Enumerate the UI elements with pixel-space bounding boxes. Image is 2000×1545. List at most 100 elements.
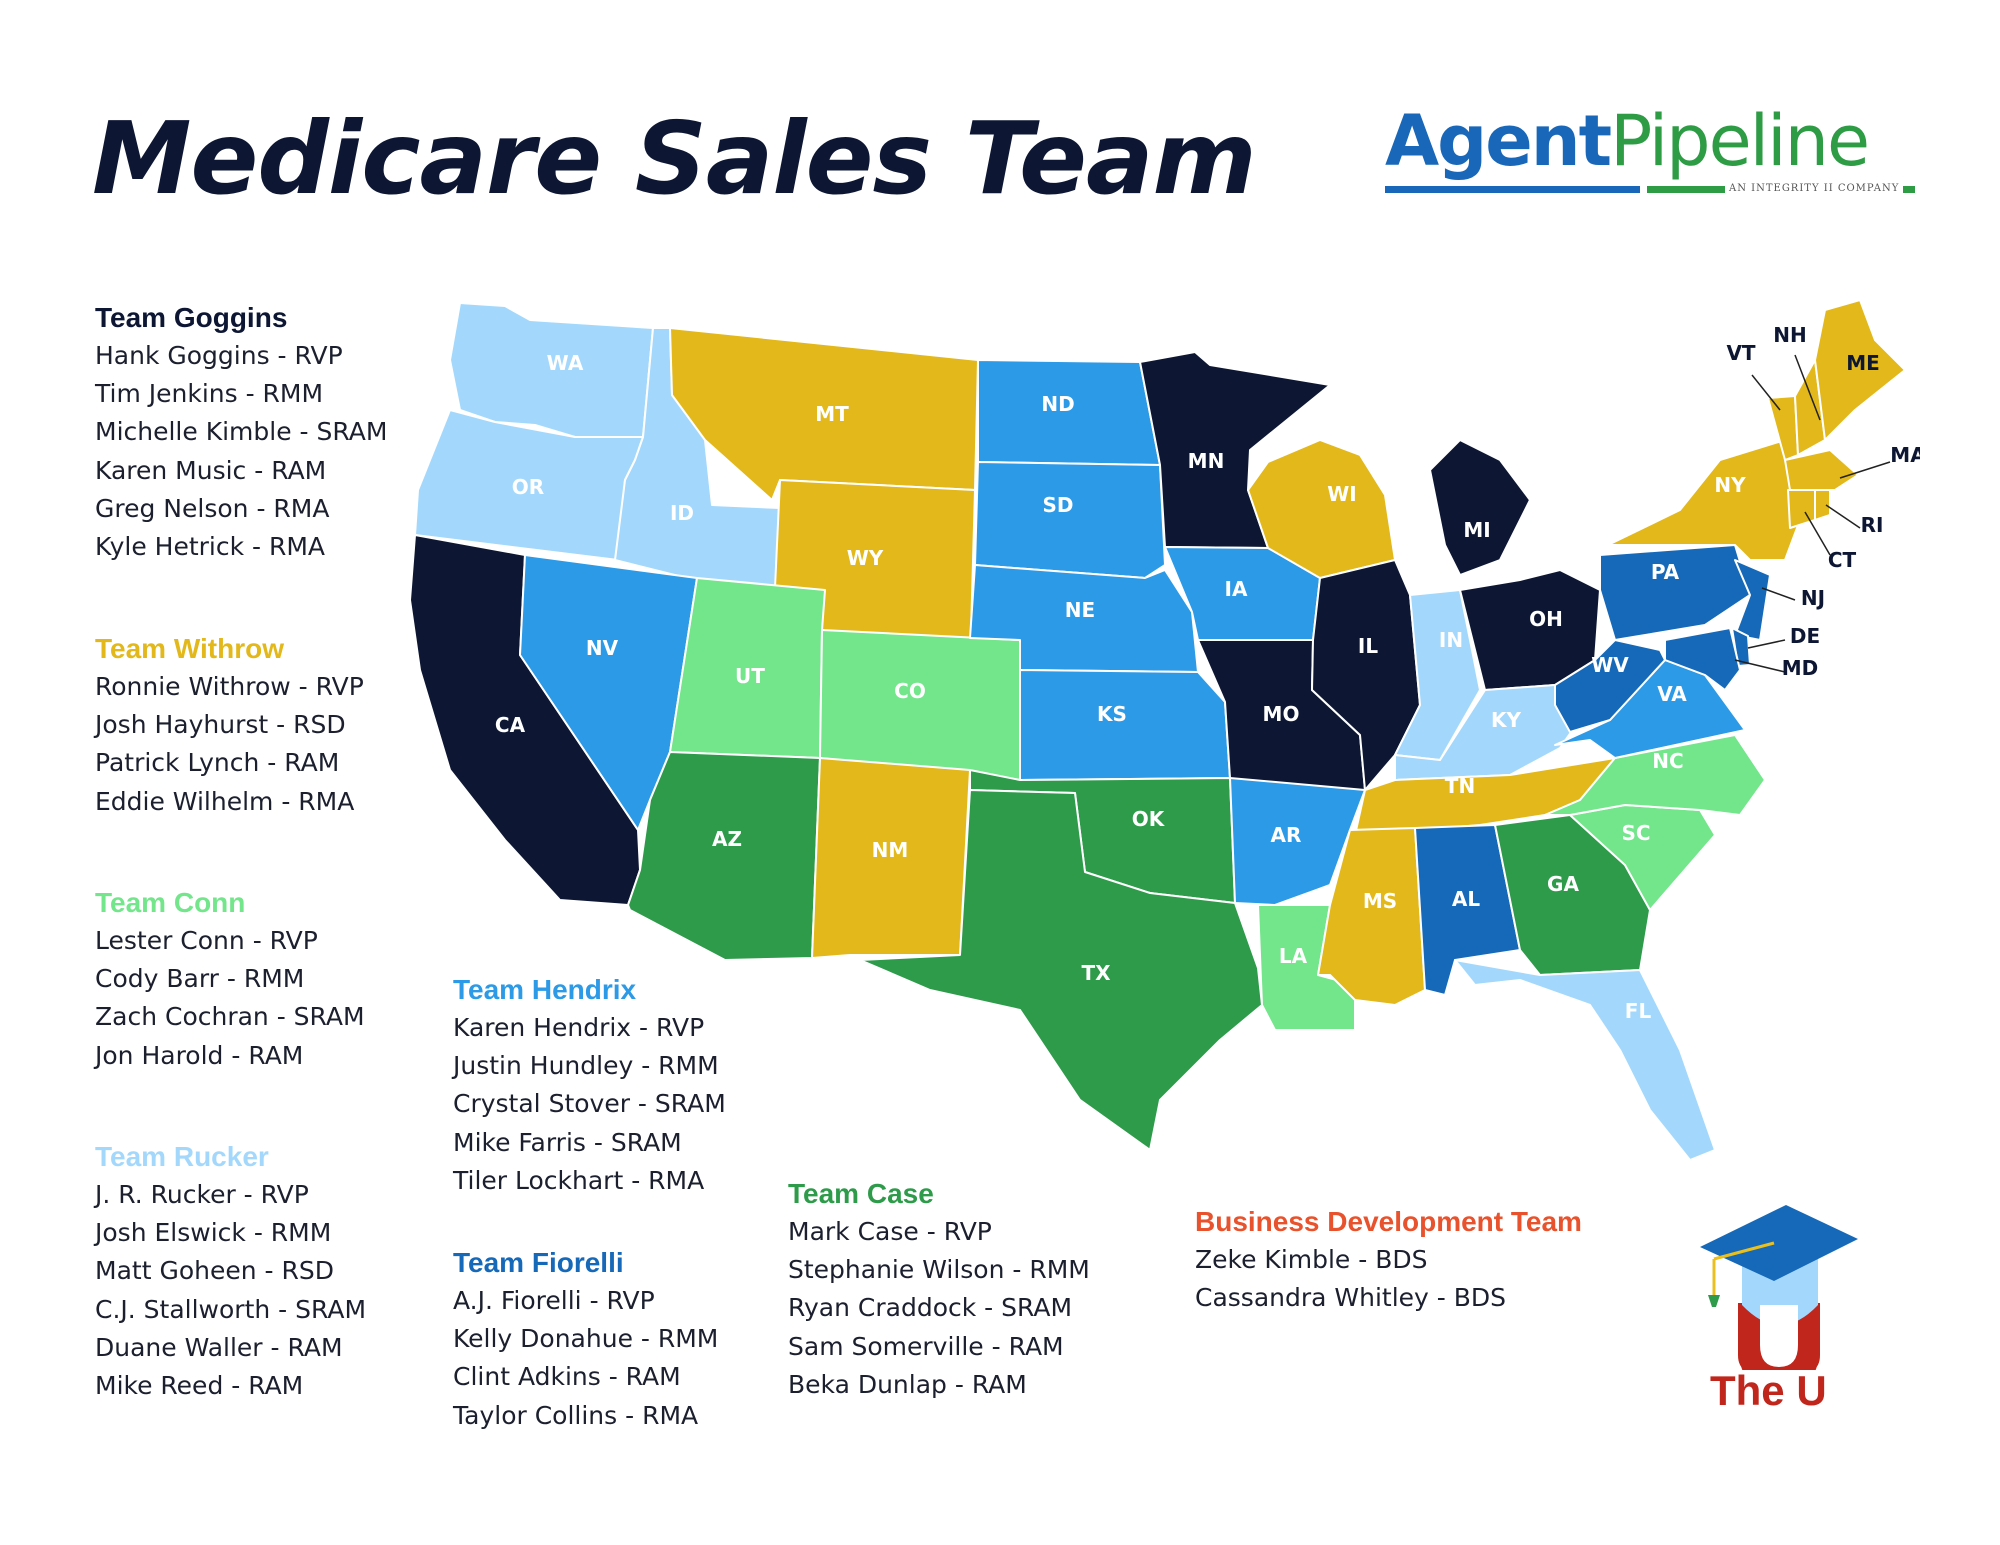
state-label-ia: IA <box>1225 577 1248 601</box>
state-label-vt: VT <box>1726 341 1755 365</box>
team-name: Team Goggins <box>95 302 288 333</box>
member: Beka Dunlap - RAM <box>788 1369 1027 1399</box>
member: Greg Nelson - RMA <box>95 493 330 523</box>
member: Eddie Wilhelm - RMA <box>95 786 355 816</box>
team-name: Team Hendrix <box>453 974 637 1005</box>
logo-word-pipeline: Pipeline <box>1610 100 1870 182</box>
state-label-mn: MN <box>1188 449 1225 473</box>
team-name: Business Development Team <box>1195 1206 1582 1237</box>
leader-line-ct <box>1804 511 1831 556</box>
state-sd <box>974 461 1166 579</box>
state-label-ca: CA <box>495 713 526 737</box>
member: Cassandra Whitley - BDS <box>1195 1283 1507 1313</box>
state-label-ky: KY <box>1491 708 1521 732</box>
member: Hank Goggins - RVP <box>95 341 343 370</box>
state-label-ct: CT <box>1828 548 1857 572</box>
member: Josh Hayhurst - RSD <box>95 710 346 740</box>
member: Cody Barr - RMM <box>95 964 305 994</box>
team-name: Team Case <box>788 1178 934 1209</box>
state-label-wi: WI <box>1327 482 1357 506</box>
state-label-in: IN <box>1439 628 1463 652</box>
member-list: Ronnie Withrow - RVP Josh Hayhurst - RSD… <box>95 668 364 821</box>
member: Sam Somerville - RAM <box>788 1331 1064 1361</box>
member: Kelly Donahue - RMM <box>453 1324 719 1354</box>
member: Duane Waller - RAM <box>95 1332 343 1362</box>
member: Stephanie Wilson - RMM <box>788 1255 1090 1285</box>
state-label-co: CO <box>894 679 926 703</box>
team-name: Team Conn <box>95 887 246 918</box>
state-label-pa: PA <box>1651 560 1680 584</box>
state-label-de: DE <box>1790 624 1820 648</box>
team-name: Team Rucker <box>95 1141 269 1172</box>
team-name: Team Withrow <box>95 633 285 664</box>
member: Tiler Lockhart - RMA <box>453 1165 705 1195</box>
member: A.J. Fiorelli - RVP <box>453 1286 655 1315</box>
state-label-ar: AR <box>1271 823 1302 847</box>
the-u-badge: The U <box>1700 1195 1860 1415</box>
state-ri <box>1814 489 1831 521</box>
member-list: Hank Goggins - RVP Tim Jenkins - RMM Mic… <box>95 337 387 566</box>
state-label-nm: NM <box>872 838 909 862</box>
state-label-nj: NJ <box>1801 586 1825 610</box>
state-ma <box>1784 449 1859 491</box>
state-label-ny: NY <box>1714 473 1746 497</box>
team-withrow: Team Withrow Ronnie Withrow - RVP Josh H… <box>95 630 364 821</box>
member: Ronnie Withrow - RVP <box>95 672 364 701</box>
member: Matt Goheen - RSD <box>95 1256 334 1286</box>
member: Tim Jenkins - RMM <box>95 379 324 409</box>
member: Karen Hendrix - RVP <box>453 1013 705 1042</box>
state-label-mi: MI <box>1463 518 1490 542</box>
member-list: Karen Hendrix - RVP Justin Hundley - RMM… <box>453 1009 726 1200</box>
team-hendrix: Team Hendrix Karen Hendrix - RVP Justin … <box>453 971 726 1200</box>
state-label-la: LA <box>1279 944 1308 968</box>
state-md <box>1664 627 1741 691</box>
team-business-development: Business Development Team Zeke Kimble - … <box>1195 1203 1582 1317</box>
team-conn: Team Conn Lester Conn - RVP Cody Barr - … <box>95 884 365 1075</box>
team-rucker: Team Rucker J. R. Rucker - RVP Josh Elsw… <box>95 1138 366 1405</box>
logo-underline-blue <box>1385 186 1640 193</box>
state-label-ma: MA <box>1890 443 1920 467</box>
state-label-al: AL <box>1452 887 1480 911</box>
state-label-fl: FL <box>1625 999 1652 1023</box>
member-list: Zeke Kimble - BDS Cassandra Whitley - BD… <box>1195 1241 1582 1317</box>
state-label-ne: NE <box>1065 598 1095 622</box>
state-label-va: VA <box>1657 682 1687 706</box>
state-co <box>819 629 1021 781</box>
state-me <box>1814 299 1906 441</box>
logo-tagline: AN INTEGRITY ⅠⅠ COMPANY <box>1725 183 1904 194</box>
member-list: Lester Conn - RVP Cody Barr - RMM Zach C… <box>95 922 365 1075</box>
logo-word-agent: Agent <box>1385 100 1612 182</box>
member-list: J. R. Rucker - RVP Josh Elswick - RMM Ma… <box>95 1176 366 1405</box>
member: Clint Adkins - RAM <box>453 1362 681 1392</box>
member: Zeke Kimble - BDS <box>1195 1245 1428 1274</box>
member: C.J. Stallworth - SRAM <box>95 1294 367 1324</box>
leader-line-vt <box>1751 374 1781 411</box>
state-label-wv: WV <box>1591 653 1629 677</box>
state-nm <box>811 757 971 959</box>
leader-line-ri <box>1825 504 1861 529</box>
state-label-mt: MT <box>815 402 849 426</box>
member: Patrick Lynch - RAM <box>95 748 340 778</box>
member-list: A.J. Fiorelli - RVP Kelly Donahue - RMM … <box>453 1282 718 1435</box>
member: Justin Hundley - RMM <box>453 1051 719 1081</box>
leader-line-nj <box>1761 587 1796 601</box>
state-label-ms: MS <box>1363 889 1397 913</box>
state-az <box>627 751 821 961</box>
member: Ryan Craddock - SRAM <box>788 1293 1073 1323</box>
state-label-tx: TX <box>1081 961 1111 985</box>
us-state-map: WA OR ID CA NV MT WY UT CO AZ NM ND SD NE KS OK TX MN IA MO… <box>409 299 1920 1161</box>
state-label-az: AZ <box>712 827 742 851</box>
team-goggins: Team Goggins Hank Goggins - RVP Tim Jenk… <box>95 299 387 566</box>
agent-pipeline-logo: AgentPipeline AN INTEGRITY ⅠⅠ COMPANY <box>1385 100 1915 200</box>
member: Taylor Collins - RMA <box>453 1400 699 1430</box>
member: Josh Elswick - RMM <box>95 1218 332 1248</box>
member: Jon Harold - RAM <box>95 1040 304 1070</box>
member: Mike Farris - SRAM <box>453 1127 682 1157</box>
leader-line-de <box>1747 639 1786 649</box>
member-list: Mark Case - RVP Stephanie Wilson - RMM R… <box>788 1213 1090 1404</box>
member: Mike Reed - RAM <box>95 1371 304 1401</box>
graduation-cap-icon <box>1700 1205 1858 1391</box>
state-tx <box>859 789 1263 1151</box>
state-label-il: IL <box>1358 634 1378 658</box>
state-label-ok: OK <box>1132 807 1166 831</box>
